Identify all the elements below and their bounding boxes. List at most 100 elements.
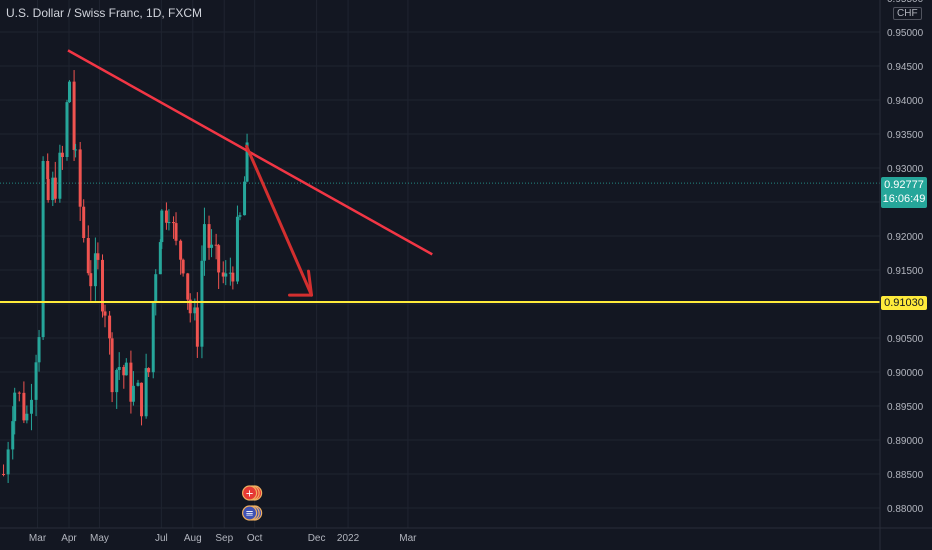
candle-body	[82, 206, 86, 239]
candle	[221, 261, 225, 284]
candle	[25, 405, 29, 424]
candle	[65, 99, 69, 161]
candle-body	[195, 307, 199, 347]
bar-countdown: 16:06:49	[882, 193, 926, 205]
candle	[67, 80, 71, 103]
candle-body	[25, 413, 29, 421]
candle	[231, 266, 235, 290]
candle-body	[2, 474, 6, 475]
candle-body	[46, 160, 50, 180]
candle-body	[231, 272, 235, 282]
time-axis[interactable]: Mar Apr May Jul Aug Sep Oct Dec 2022 Mar	[0, 527, 932, 544]
event-marker-badge	[242, 485, 258, 501]
candle	[147, 367, 151, 377]
candle-body	[37, 337, 41, 363]
last-price-tag: 0.92777 16:06:49	[881, 177, 927, 208]
price-tick-label: 0.95000	[887, 28, 924, 39]
price-tick-label: 0.91500	[887, 266, 924, 277]
candle-body	[147, 368, 151, 373]
candle-body	[51, 177, 55, 201]
candle-body	[100, 259, 104, 312]
candle	[160, 209, 164, 249]
candle	[174, 212, 178, 246]
price-tick-label: 0.93500	[887, 130, 924, 141]
event-markers[interactable]: +≡	[242, 485, 263, 521]
candle	[144, 353, 148, 419]
candle	[188, 293, 192, 323]
candle	[122, 364, 126, 389]
candle	[103, 304, 107, 328]
candle-body	[103, 311, 107, 316]
candle	[93, 237, 97, 301]
time-tick-label: Dec	[308, 533, 326, 544]
candle-body	[167, 222, 171, 224]
candle-body	[136, 382, 140, 386]
candle-body	[74, 149, 78, 151]
price-tick-label: 0.90500	[887, 334, 924, 345]
support-level-tag: 0.91030	[881, 296, 927, 310]
candle-body	[131, 385, 135, 402]
candle	[158, 239, 162, 275]
candle	[13, 387, 17, 435]
candle-body	[60, 152, 64, 157]
candle-body	[122, 366, 126, 376]
candle-body	[124, 362, 128, 376]
candle-body	[200, 260, 204, 347]
candle	[41, 156, 45, 340]
candle	[167, 209, 171, 231]
candle-body	[214, 244, 218, 246]
price-tick-label: 0.90000	[887, 368, 924, 379]
candle-body	[188, 299, 192, 314]
candle	[82, 199, 86, 243]
price-axis[interactable]: 0.88000 0.88500 0.89000 0.89500 0.90000 0.905…	[879, 0, 924, 550]
us-flag-icon: ≡	[245, 509, 253, 520]
candle	[46, 173, 50, 203]
candle-body	[238, 215, 242, 217]
candle-body	[160, 210, 164, 243]
price-tick-label: 0.94500	[887, 62, 924, 73]
candle	[74, 143, 78, 158]
candle-body	[224, 273, 228, 277]
candle-body	[181, 259, 185, 274]
candle-body	[140, 382, 144, 417]
candle	[179, 239, 183, 275]
candle	[164, 202, 168, 230]
candle-body	[186, 273, 190, 300]
candle-body	[110, 338, 114, 393]
candle-body	[46, 179, 50, 201]
candle-body	[58, 152, 62, 199]
candle	[140, 382, 144, 426]
candle-body	[243, 181, 247, 216]
candle-body	[210, 244, 214, 248]
candle	[37, 329, 41, 372]
candle-body	[154, 274, 158, 303]
candle	[238, 212, 242, 221]
candle	[217, 243, 221, 289]
candle-body	[174, 223, 178, 241]
candle	[86, 225, 90, 276]
candle-body	[172, 222, 176, 224]
projection-arrow-shaft	[245, 144, 314, 297]
candle-body	[29, 399, 33, 414]
candle-body	[115, 369, 119, 393]
candle	[186, 272, 190, 310]
time-tick-label: May	[90, 533, 109, 544]
grid-lines	[0, 0, 880, 528]
currency-label[interactable]: CHF	[893, 7, 922, 20]
candle	[172, 216, 176, 239]
candle	[100, 254, 104, 318]
candle-body	[207, 224, 211, 248]
candle-body	[11, 421, 15, 450]
time-tick-label: Apr	[61, 533, 77, 544]
price-tick-label: 0.88000	[887, 504, 924, 515]
projection-arrowhead	[288, 269, 314, 297]
candle-body	[93, 253, 97, 287]
price-tick-label: 0.94000	[887, 96, 924, 107]
candle-body	[17, 392, 21, 394]
chart-drawings[interactable]	[0, 49, 880, 303]
candle-body	[96, 253, 100, 260]
candle-body	[144, 368, 148, 417]
price-tick-label: 0.95500	[887, 0, 924, 5]
candle-body	[228, 272, 232, 274]
